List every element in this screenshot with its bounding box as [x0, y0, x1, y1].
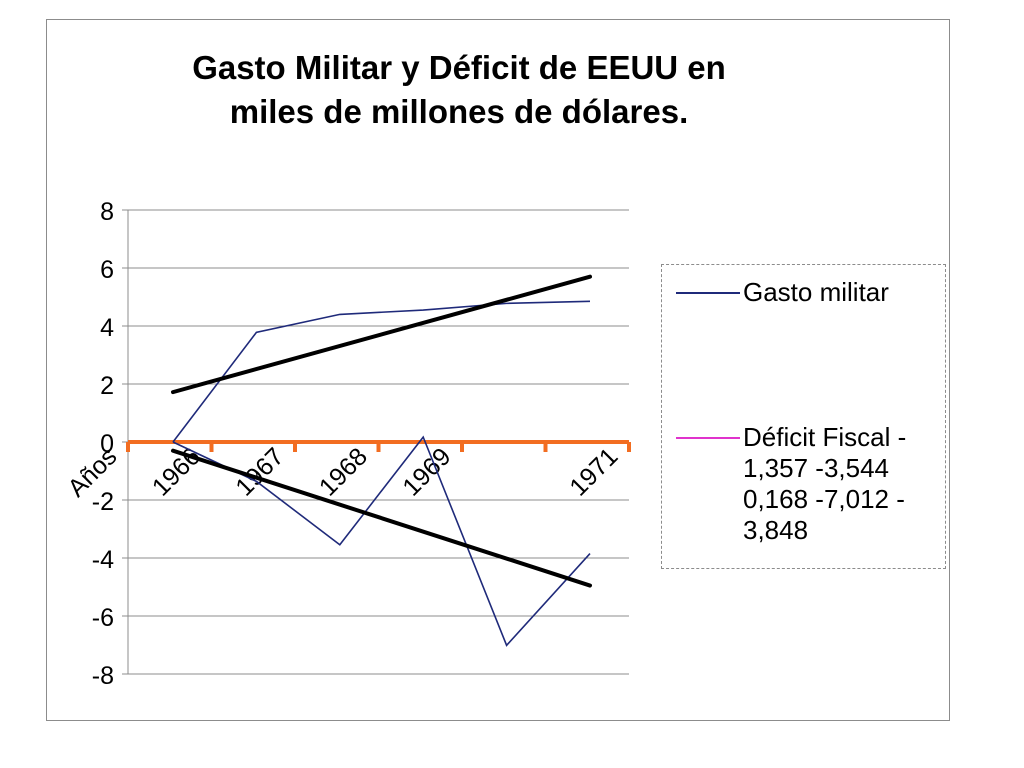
- legend-swatch-deficit-fiscal: [676, 437, 740, 439]
- y-tick-label: 2: [100, 372, 114, 400]
- y-tick-label: -4: [92, 546, 114, 574]
- y-tick-label: 0: [100, 430, 114, 458]
- chart-title-line-1: Gasto Militar y Déficit de EEUU en: [192, 49, 726, 86]
- y-tick-label: -8: [92, 662, 114, 690]
- chart-frame: Gasto Militar y Déficit de EEUU en miles…: [46, 19, 950, 721]
- chart-title: Gasto Militar y Déficit de EEUU en miles…: [47, 46, 871, 134]
- y-tick-label: -2: [92, 488, 114, 516]
- y-tick-label: -6: [92, 604, 114, 632]
- y-tick-label: 8: [100, 198, 114, 226]
- legend: Gasto militar Déficit Fiscal - 1,357 -3,…: [661, 264, 946, 569]
- x-tick-label: 1968: [314, 442, 373, 501]
- series-line-1: [172, 435, 591, 647]
- x-tick-label: 1969: [397, 442, 456, 501]
- y-tick-label: 4: [100, 314, 114, 342]
- legend-label-deficit-fiscal: Déficit Fiscal - 1,357 -3,544 0,168 -7,0…: [743, 422, 907, 545]
- legend-label-gasto-militar: Gasto militar: [743, 277, 889, 307]
- chart-title-line-2: miles de millones de dólares.: [229, 93, 689, 130]
- legend-swatch-gasto-militar: [676, 292, 740, 294]
- trendline-1: [171, 448, 592, 588]
- trendline-0: [171, 274, 592, 395]
- y-tick-label: 6: [100, 256, 114, 284]
- x-tick-label: 1971: [564, 442, 623, 501]
- series-line-0: [172, 300, 591, 443]
